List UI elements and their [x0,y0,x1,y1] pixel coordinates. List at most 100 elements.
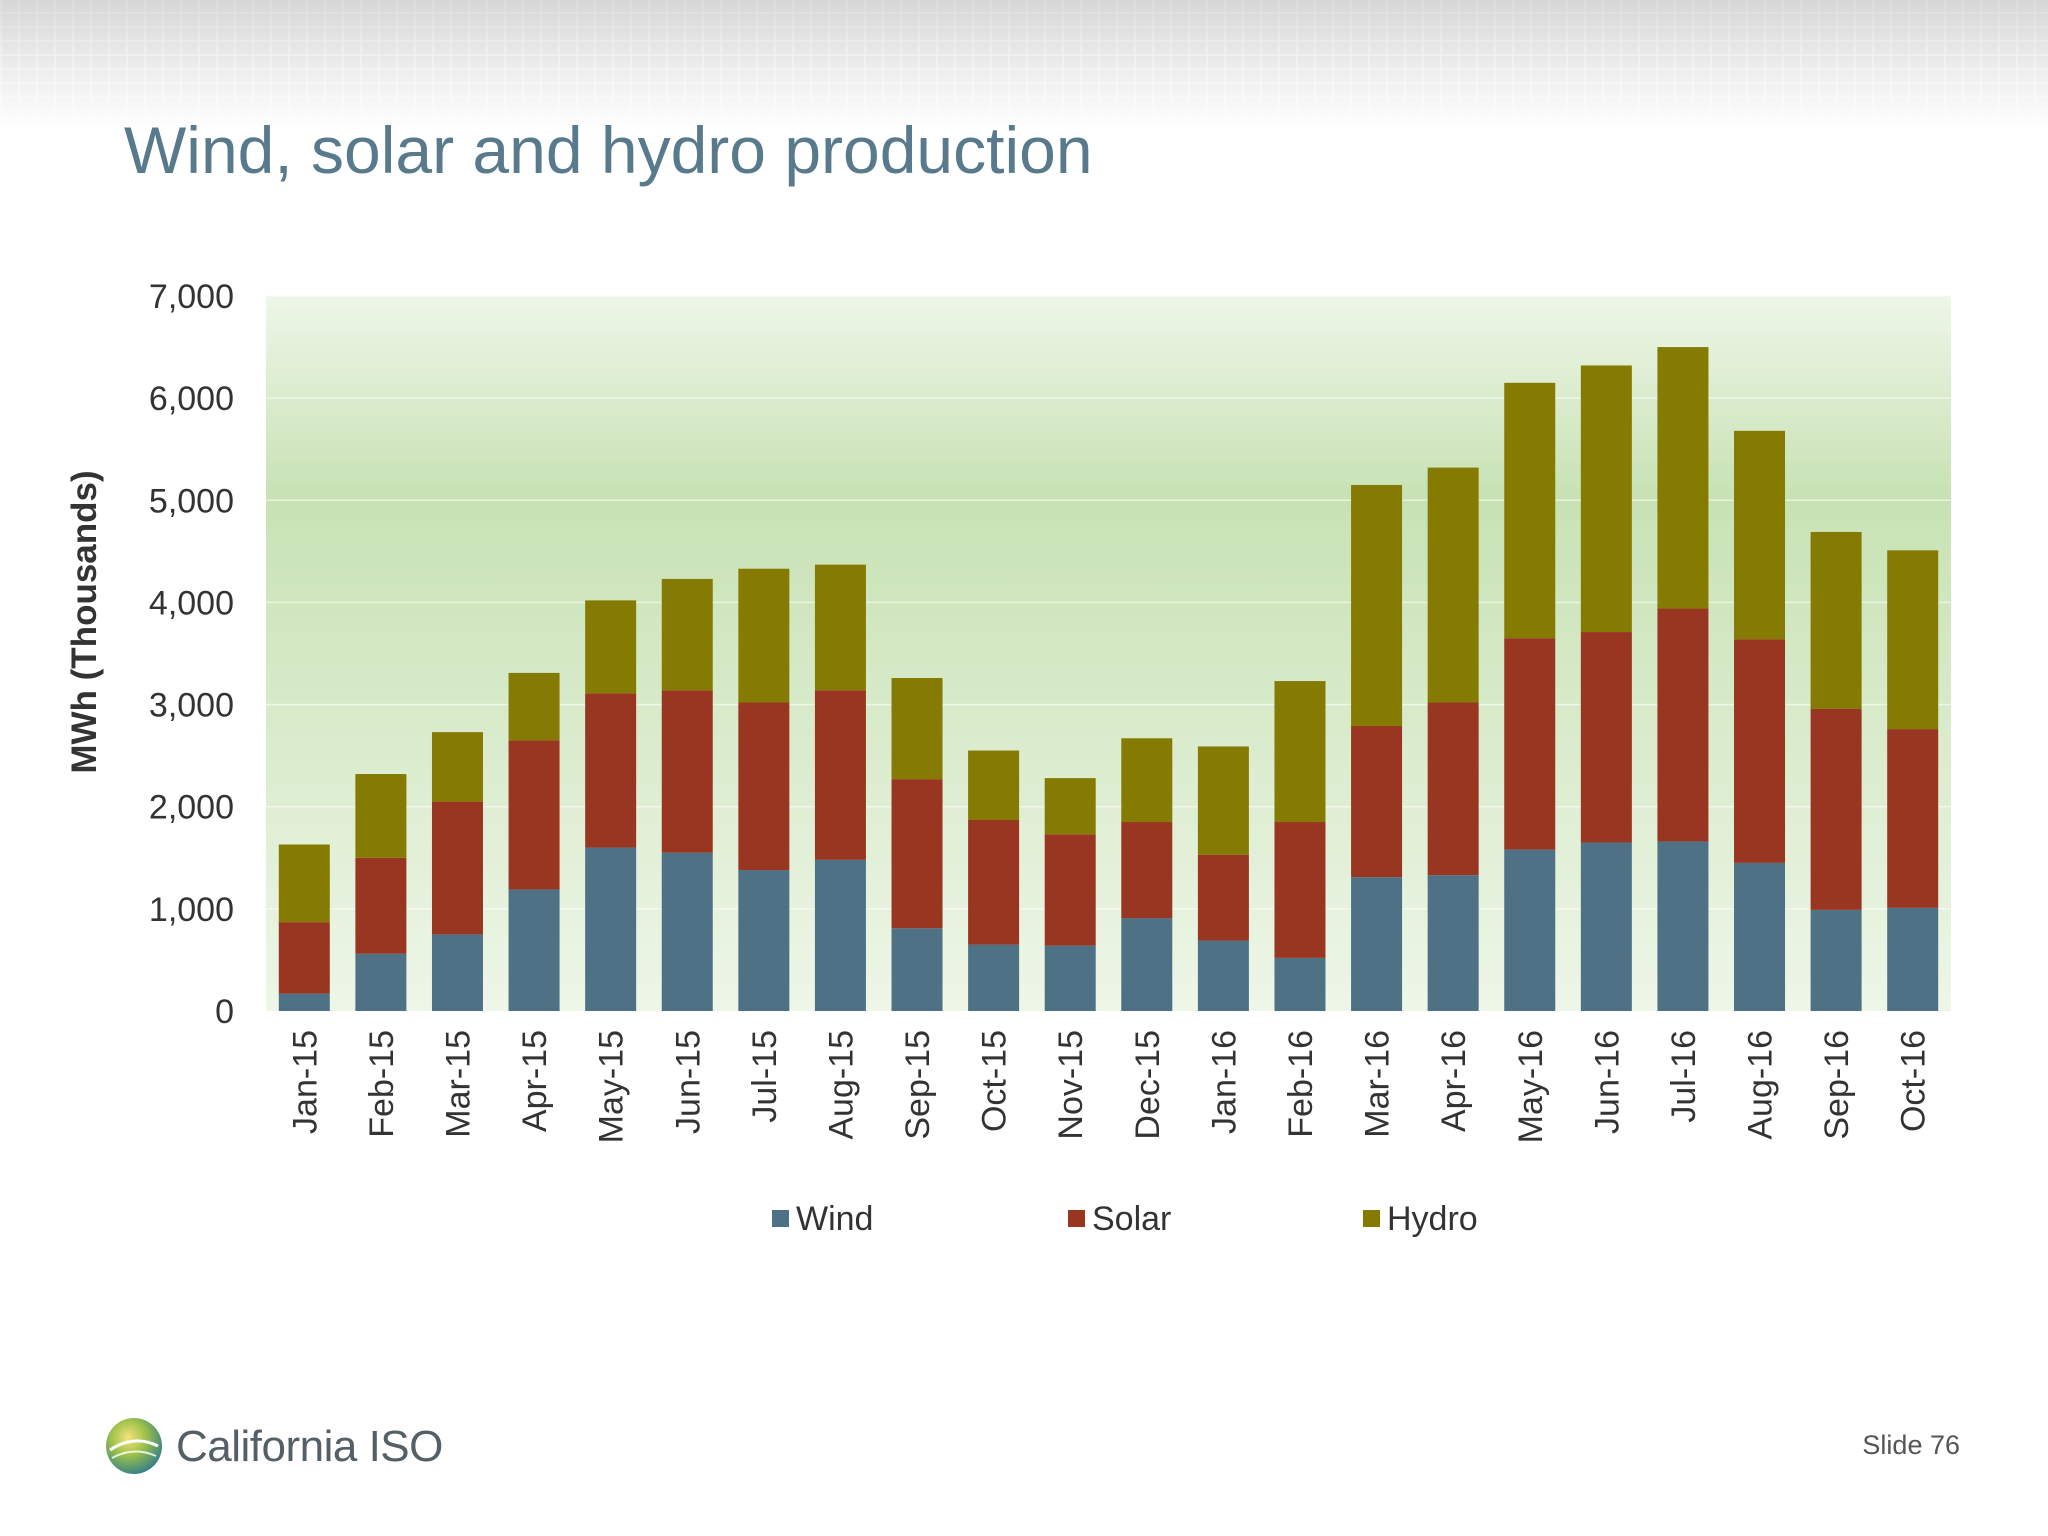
bar-wind-jan-15 [278,993,330,1011]
bar-hydro-oct-16 [1887,550,1939,730]
bar-wind-nov-15 [1044,945,1096,1011]
bar-solar-jun-15 [661,690,713,853]
x-tick-label: Mar-15 [439,1030,477,1138]
bar-hydro-aug-15 [814,564,866,691]
bar-solar-mar-16 [1351,726,1403,878]
x-tick-label: Feb-15 [363,1030,401,1138]
bar-wind-sep-15 [891,928,943,1011]
x-tick-label: Apr-16 [1435,1030,1473,1132]
y-tick-labels: 0 1,000 2,000 3,000 4,000 5,000 6,000 7,000 [149,278,234,1031]
bar-hydro-oct-15 [968,750,1020,820]
bar-wind-may-16 [1504,849,1556,1011]
bar-hydro-mar-16 [1351,484,1403,727]
bar-hydro-sep-16 [1810,531,1862,709]
x-tick-label: Jul-16 [1665,1030,1703,1123]
y-tick-label: 7,000 [149,278,234,316]
bar-hydro-may-16 [1504,382,1556,639]
bar-wind-apr-16 [1427,875,1479,1011]
legend-swatch [772,1210,789,1227]
bar-wind-feb-15 [355,953,407,1011]
x-tick-label: Jun-16 [1588,1030,1626,1134]
california-iso-logo: California ISO [104,1416,444,1480]
bar-solar-oct-15 [968,819,1020,945]
bar-solar-jul-16 [1657,608,1709,842]
y-tick-label: 3,000 [149,687,234,725]
legend-item-wind: Wind [772,1200,873,1238]
x-tick-label: Jan-15 [286,1030,324,1134]
bar-wind-jun-16 [1580,842,1632,1011]
x-tick-label: Aug-15 [822,1030,860,1140]
header-pattern-fade [0,0,2048,130]
x-tick-label: Mar-16 [1359,1030,1397,1138]
bar-hydro-aug-16 [1734,430,1786,640]
bar-wind-may-15 [585,847,637,1011]
bar-solar-jul-15 [738,702,790,871]
bar-hydro-feb-16 [1274,681,1326,823]
bar-hydro-apr-16 [1427,467,1479,703]
bar-wind-oct-16 [1887,907,1939,1011]
slide-title: Wind, solar and hydro production [124,113,1093,187]
y-tick-label: 6,000 [149,380,234,418]
x-tick-label: Dec-15 [1129,1030,1167,1140]
bar-wind-apr-15 [508,889,560,1011]
x-tick-label: Feb-16 [1282,1030,1320,1138]
bar-wind-aug-16 [1734,862,1786,1011]
bar-solar-aug-15 [814,690,866,860]
bar-hydro-mar-15 [431,732,483,802]
legend-label: Hydro [1387,1200,1478,1238]
y-tick-label: 0 [215,993,234,1031]
bar-hydro-nov-15 [1044,778,1096,835]
x-tick-label: Aug-16 [1742,1030,1780,1140]
bar-wind-sep-16 [1810,909,1862,1011]
bar-solar-aug-16 [1734,639,1786,863]
y-tick-label: 1,000 [149,891,234,929]
x-tick-label: Sep-16 [1818,1030,1856,1140]
x-tick-label: Nov-15 [1052,1030,1090,1140]
bar-wind-aug-15 [814,859,866,1011]
x-tick-label: Jan-16 [1205,1030,1243,1134]
bar-wind-mar-16 [1351,877,1403,1011]
legend-item-solar: Solar [1068,1200,1171,1238]
slide-number: Slide 76 [1862,1430,1960,1460]
bars [278,347,1939,1011]
bar-solar-apr-15 [508,740,560,890]
bar-wind-jul-15 [738,870,790,1011]
bar-hydro-apr-15 [508,672,560,741]
x-tick-label: May-15 [593,1030,631,1143]
stacked-bar-chart: 0 1,000 2,000 3,000 4,000 5,000 6,000 7,000 Jan… [65,278,1951,1238]
x-tick-label: Apr-15 [516,1030,554,1132]
logo-text: California ISO [176,1422,443,1471]
bar-solar-may-15 [585,693,637,848]
bar-wind-oct-15 [968,944,1020,1011]
bar-wind-mar-15 [431,934,483,1011]
x-tick-label: Jul-15 [746,1030,784,1123]
bar-solar-jan-16 [1197,854,1249,941]
x-tick-label: Oct-16 [1895,1030,1933,1132]
x-tick-labels: Jan-15 Feb-15 Mar-15 Apr-15 May-15 Jun-15 Jul-… [286,1030,1932,1143]
y-tick-label: 4,000 [149,584,234,622]
bar-solar-feb-16 [1274,822,1326,958]
bar-hydro-jul-16 [1657,347,1709,609]
bar-solar-oct-16 [1887,729,1939,908]
legend-swatch [1363,1210,1380,1227]
x-tick-label: Oct-15 [976,1030,1014,1132]
bar-solar-jun-16 [1580,632,1632,843]
bar-wind-feb-16 [1274,957,1326,1011]
bar-hydro-may-15 [585,600,637,694]
legend-swatch [1068,1210,1085,1227]
bar-solar-jan-15 [278,922,330,994]
bar-wind-dec-15 [1121,918,1173,1011]
bar-wind-jun-15 [661,852,713,1011]
bar-hydro-jun-16 [1580,365,1632,633]
bar-hydro-sep-15 [891,678,943,780]
legend-label: Solar [1092,1200,1171,1238]
x-tick-label: Jun-15 [669,1030,707,1134]
bar-wind-jul-16 [1657,841,1709,1011]
bar-solar-apr-16 [1427,702,1479,876]
bar-hydro-feb-15 [355,774,407,858]
x-tick-label: Sep-15 [899,1030,937,1140]
y-tick-label: 5,000 [149,482,234,520]
bar-hydro-jan-15 [278,844,330,923]
bar-solar-dec-15 [1121,822,1173,919]
y-axis-label: MWh (Thousands) [65,470,104,773]
